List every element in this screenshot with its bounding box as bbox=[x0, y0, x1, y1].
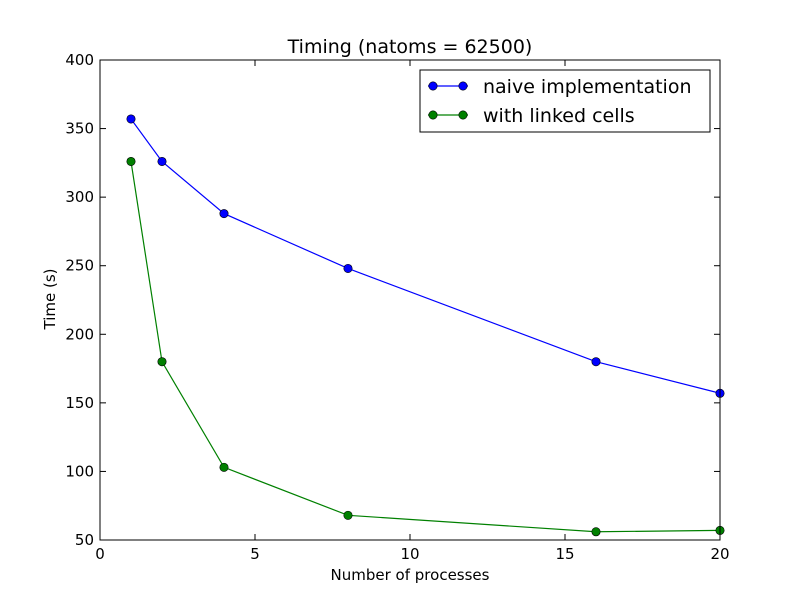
y-tick-label: 300 bbox=[65, 188, 94, 206]
data-point-1-1 bbox=[157, 357, 167, 367]
data-point-1-0 bbox=[126, 156, 136, 166]
y-tick-label: 150 bbox=[65, 394, 94, 412]
data-point-0-3 bbox=[343, 263, 353, 273]
legend-label-0: naive implementation bbox=[483, 76, 691, 98]
labels-layer: Timing (natoms = 62500) Number of proces… bbox=[41, 36, 532, 584]
series-layer bbox=[126, 114, 725, 537]
legend-label-1: with linked cells bbox=[483, 105, 635, 127]
x-axis-label: Number of processes bbox=[331, 566, 490, 584]
y-tick-label: 200 bbox=[65, 325, 94, 343]
data-point-0-1 bbox=[157, 156, 167, 166]
data-point-0-2 bbox=[219, 209, 229, 219]
series-line-0 bbox=[130, 118, 721, 394]
legend: naive implementation with linked cells bbox=[419, 69, 711, 133]
data-point-1-3 bbox=[343, 510, 353, 520]
data-point-0-0 bbox=[126, 114, 136, 124]
x-tick-label: 15 bbox=[555, 545, 574, 563]
legend-marker-1 bbox=[458, 110, 468, 120]
y-tick-label: 400 bbox=[65, 51, 94, 69]
x-tick-label: 10 bbox=[400, 545, 419, 563]
y-tick-label: 100 bbox=[65, 462, 94, 480]
x-tick-label: 0 bbox=[95, 545, 105, 563]
legend-box bbox=[419, 69, 711, 133]
x-tick-label: 20 bbox=[710, 545, 729, 563]
x-tick-label: 5 bbox=[250, 545, 260, 563]
chart-title: Timing (natoms = 62500) bbox=[287, 36, 533, 58]
series-line-1 bbox=[130, 161, 721, 533]
legend-marker-0 bbox=[458, 81, 468, 91]
data-point-1-2 bbox=[219, 462, 229, 472]
y-tick-label: 50 bbox=[75, 531, 94, 549]
data-point-1-4 bbox=[591, 527, 601, 537]
y-tick-label: 250 bbox=[65, 257, 94, 275]
data-point-0-4 bbox=[591, 357, 601, 367]
legend-marker-0 bbox=[428, 81, 438, 91]
y-tick-label: 350 bbox=[65, 120, 94, 138]
y-axis-label: Time (s) bbox=[41, 269, 59, 331]
axes-layer: 0 5 10 15 20 50 100 150 200 250 300 350 400 bbox=[65, 51, 729, 563]
legend-marker-1 bbox=[428, 110, 438, 120]
